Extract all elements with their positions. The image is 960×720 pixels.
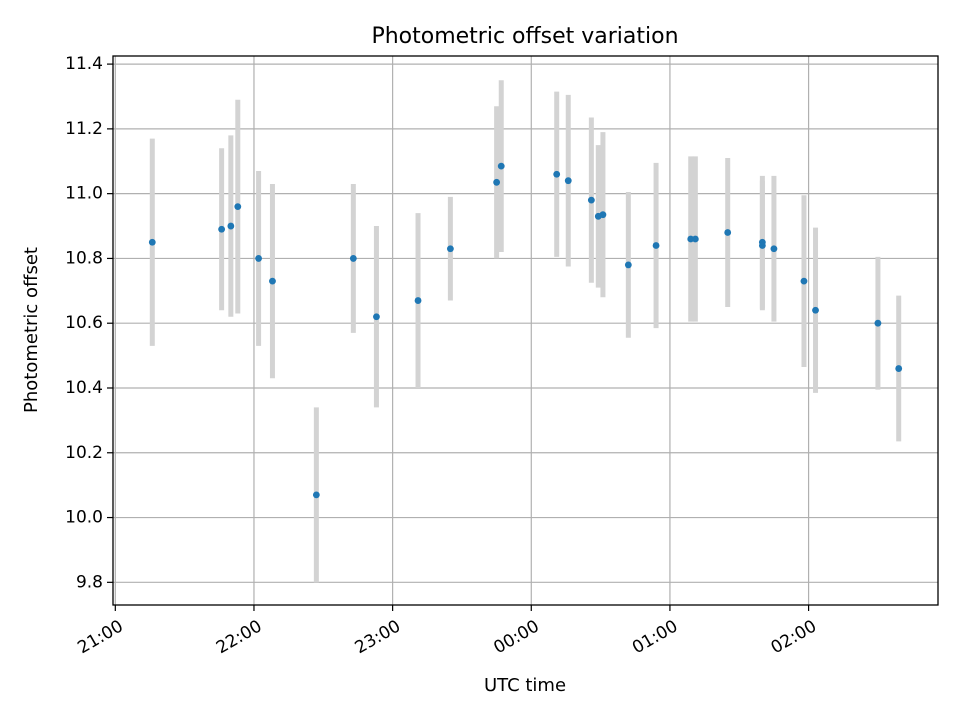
data-point <box>414 297 422 304</box>
data-point <box>800 277 808 285</box>
data-point <box>691 235 699 243</box>
y-tick-label: 10.6 <box>65 313 103 333</box>
data-point <box>587 196 595 204</box>
y-tick-label: 11.2 <box>65 119 103 139</box>
y-tick-label: 10.8 <box>65 248 103 268</box>
data-point <box>269 277 276 285</box>
plot-frame <box>112 55 939 606</box>
y-axis-ticks: 9.8 10.0 10.2 10.4 10.6 10.8 11.0 11.2 11.4 <box>65 54 113 592</box>
data-point <box>652 242 660 249</box>
data-point <box>148 238 156 246</box>
data-point <box>553 170 561 178</box>
x-axis-label: UTC time <box>484 675 566 696</box>
data-point <box>724 229 732 236</box>
data-point <box>234 203 242 211</box>
y-tick-label: 10.4 <box>65 378 103 398</box>
y-tick-label: 11.4 <box>65 54 103 74</box>
data-point <box>758 242 766 249</box>
data-point <box>446 245 454 253</box>
data-point <box>218 225 226 233</box>
y-tick-label: 11.0 <box>65 184 103 204</box>
data-point <box>812 306 819 314</box>
data-points <box>148 162 903 499</box>
data-point <box>349 255 357 262</box>
data-point <box>599 211 607 219</box>
y-axis-label: Photometric offset <box>21 247 42 413</box>
y-tick-label: 10.0 <box>65 508 103 528</box>
data-point <box>770 245 778 253</box>
data-point <box>564 177 572 185</box>
data-point <box>255 255 262 262</box>
y-tick-label: 10.2 <box>65 443 103 463</box>
data-point <box>373 313 380 321</box>
data-point <box>497 162 505 170</box>
data-point <box>895 365 903 372</box>
data-point <box>493 178 501 186</box>
data-point <box>312 491 320 499</box>
grid <box>113 56 938 605</box>
chart-title: Photometric offset variation <box>371 24 678 49</box>
data-point <box>624 261 632 269</box>
data-point <box>227 222 235 230</box>
y-tick-label: 9.8 <box>76 572 103 592</box>
data-point <box>874 319 882 327</box>
